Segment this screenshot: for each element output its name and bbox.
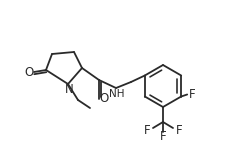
Text: O: O [99, 92, 109, 105]
Text: F: F [144, 124, 150, 136]
Text: F: F [160, 129, 166, 143]
Text: O: O [24, 65, 34, 79]
Text: N: N [65, 83, 73, 96]
Text: F: F [176, 124, 182, 136]
Text: NH: NH [109, 89, 125, 99]
Text: F: F [189, 88, 196, 101]
